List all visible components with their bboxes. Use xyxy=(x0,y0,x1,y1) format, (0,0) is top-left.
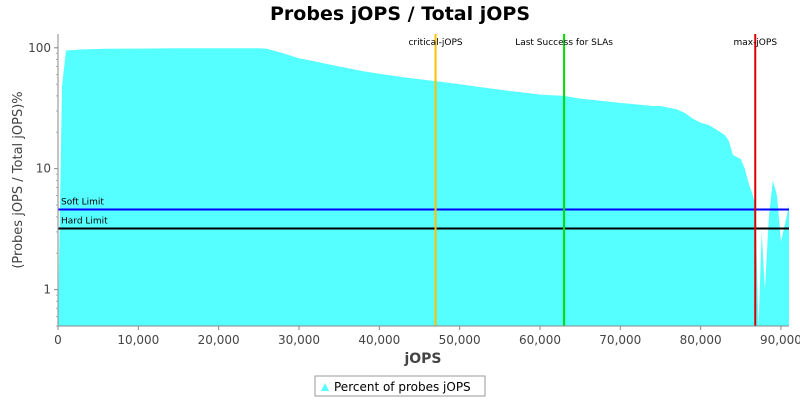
legend-entry: Percent of probes jOPS xyxy=(334,380,471,394)
vline-label-2: max-jOPS xyxy=(733,38,777,48)
hline-label-0: Soft Limit xyxy=(61,197,104,207)
hline-label-1: Hard Limit xyxy=(61,217,108,227)
chart-title: Probes jOPS / Total jOPS xyxy=(270,3,530,25)
x-tick-label: 80,000 xyxy=(680,333,722,347)
y-axis-label: (Probes jOPS / Total jOPS)% xyxy=(11,91,26,268)
vline-label-1: Last Success for SLAs xyxy=(515,38,613,48)
x-tick-label: 10,000 xyxy=(117,333,159,347)
legend-swatch-triangle-icon xyxy=(321,383,329,391)
x-tick-label: 20,000 xyxy=(198,333,240,347)
x-tick-label: 40,000 xyxy=(358,333,400,347)
x-tick-label: 70,000 xyxy=(599,333,641,347)
x-tick-label: 60,000 xyxy=(519,333,561,347)
x-ticks: 0 10,000 20,000 30,000 40,000 50,000 60,000 70,… xyxy=(54,326,800,347)
horizontal-lines-layer: Soft Limit Hard Limit xyxy=(58,197,789,230)
y-tick-label: 1 xyxy=(43,283,51,297)
series-area-0 xyxy=(58,48,789,326)
x-tick-label: 50,000 xyxy=(439,333,481,347)
vline-label-0: critical-jOPS xyxy=(408,38,462,48)
y-tick-label: 10 xyxy=(36,162,51,176)
x-tick-label: 0 xyxy=(54,333,62,347)
legend-box xyxy=(314,375,486,397)
x-tick-label: 30,000 xyxy=(278,333,320,347)
series-area-layer xyxy=(58,48,789,326)
x-tick-label: 90,000 xyxy=(760,333,800,347)
x-axis-label: jOPS xyxy=(403,351,441,367)
legend: Percent of probes jOPS xyxy=(314,375,486,397)
y-tick-label: 100 xyxy=(28,41,51,55)
y-ticks: 1 10 100 xyxy=(28,41,58,327)
vertical-lines-layer: critical-jOPS Last Success for SLAs max-jO… xyxy=(408,34,777,326)
